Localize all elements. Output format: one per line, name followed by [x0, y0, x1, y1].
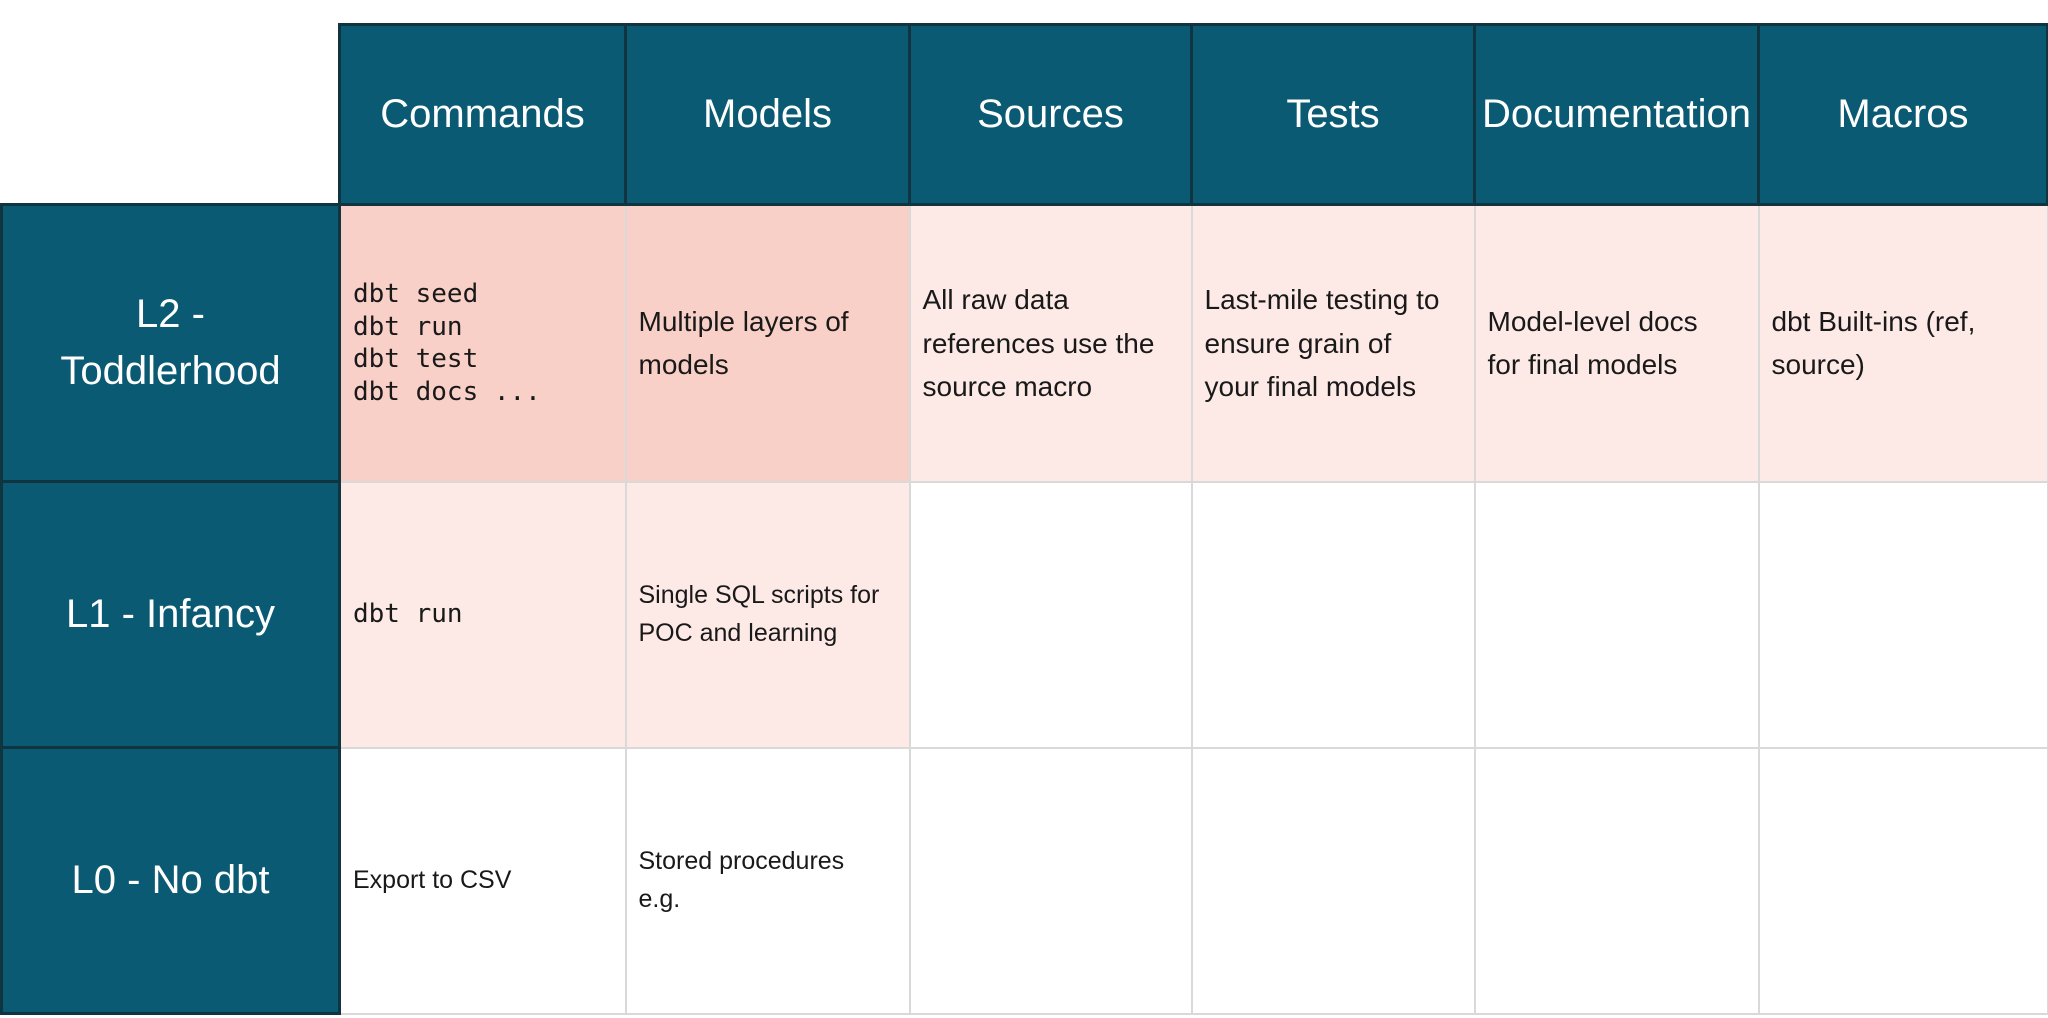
cell-l0-documentation [1473, 746, 1760, 1015]
column-header-macros: Macros [1757, 23, 2048, 206]
header-row: Commands Models Sources Tests Documentat… [2, 23, 2048, 206]
cell-l1-commands: dbt run [338, 480, 627, 749]
cell-l0-macros [1757, 746, 2048, 1015]
cell-l1-documentation [1473, 480, 1760, 749]
cell-l0-commands: Export to CSV [338, 746, 627, 1015]
cell-l1-sources [908, 480, 1193, 749]
column-header-sources: Sources [908, 23, 1193, 206]
row-l0-no-dbt: L0 - No dbt Export to CSV Stored procedu… [0, 746, 2048, 1015]
row-header-l1: L1 - Infancy [0, 480, 341, 749]
cell-l0-tests [1190, 746, 1476, 1015]
cell-l2-commands: dbt seed dbt run dbt test dbt docs ... [338, 203, 627, 483]
cell-l2-models: Multiple layers of models [624, 203, 911, 483]
cell-l0-models: Stored procedures e.g. [624, 746, 911, 1015]
maturity-table: Commands Models Sources Tests Documentat… [0, 23, 2048, 1015]
corner-cell [2, 25, 340, 205]
row-l1-infancy: L1 - Infancy dbt run Single SQL scripts … [0, 480, 2048, 749]
column-header-commands: Commands [338, 23, 627, 206]
column-header-models: Models [624, 23, 911, 206]
column-header-documentation: Documentation [1473, 23, 1760, 206]
cell-l1-tests [1190, 480, 1476, 749]
row-l2-toddlerhood: L2 - Toddlerhood dbt seed dbt run dbt te… [0, 203, 2048, 483]
cell-l1-models: Single SQL scripts for POC and learning [624, 480, 911, 749]
cell-l2-tests: Last-mile testing to ensure grain of you… [1190, 203, 1476, 483]
cell-l2-macros: dbt Built-ins (ref, source) [1757, 203, 2048, 483]
cell-l0-sources [908, 746, 1193, 1015]
row-header-l2: L2 - Toddlerhood [0, 203, 341, 483]
column-header-tests: Tests [1190, 23, 1476, 206]
cell-l1-macros [1757, 480, 2048, 749]
cell-l2-documentation: Model-level docs for final models [1473, 203, 1760, 483]
cell-l2-sources: All raw data references use the source m… [908, 203, 1193, 483]
row-header-l0: L0 - No dbt [0, 746, 341, 1015]
